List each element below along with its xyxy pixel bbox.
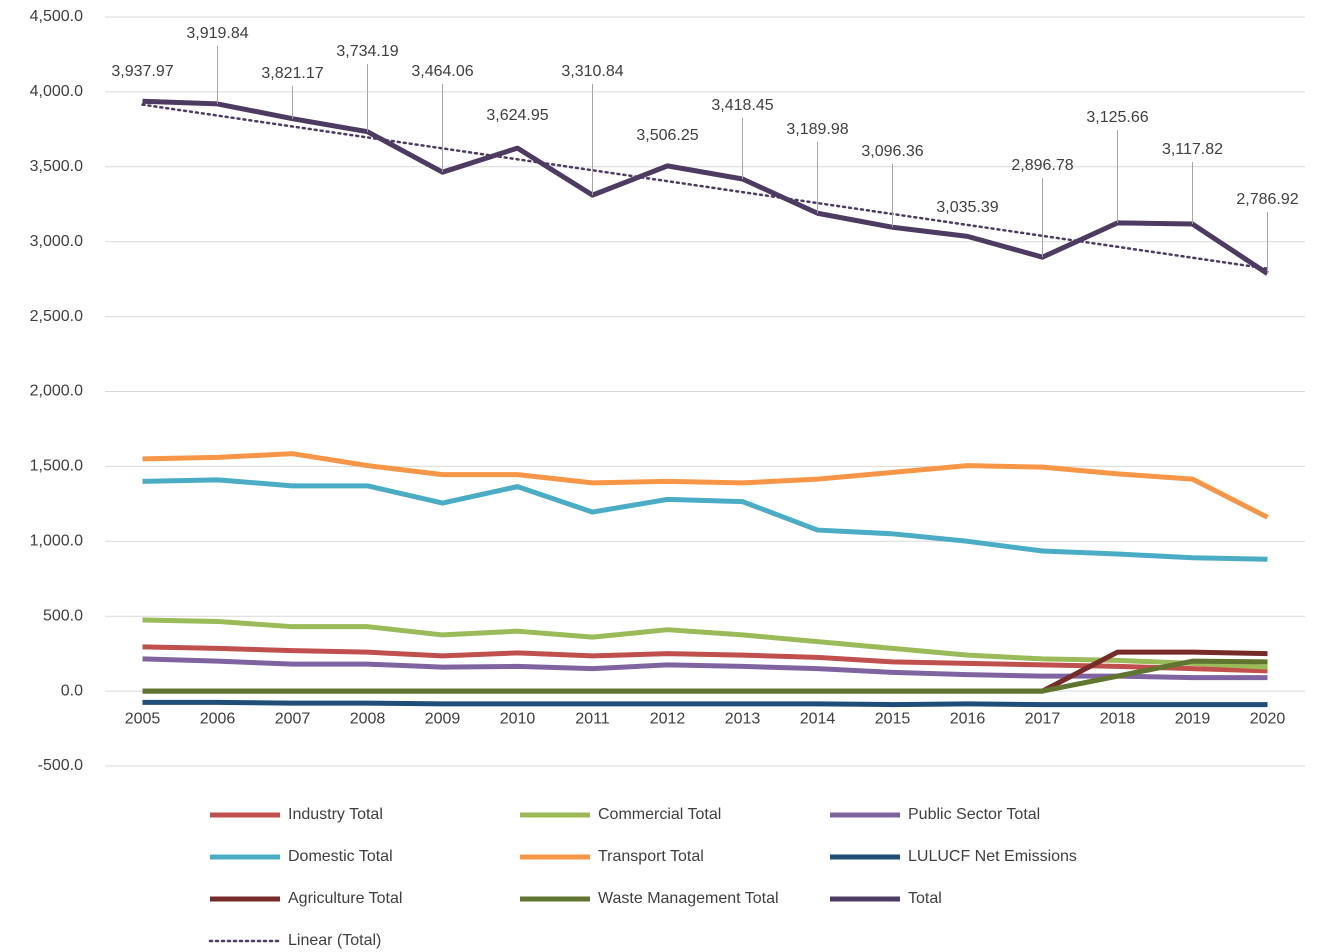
legend-label: Agriculture Total	[288, 890, 402, 907]
line-series	[142, 617, 1268, 670]
data-label: 3,821.17	[261, 65, 323, 82]
legend-label: Public Sector Total	[908, 806, 1040, 823]
x-tick-label: 2005	[125, 710, 161, 727]
data-label: 3,125.66	[1086, 109, 1148, 126]
line-series	[142, 656, 1268, 681]
data-label: 3,919.84	[186, 25, 248, 42]
x-tick-label: 2007	[275, 710, 311, 727]
y-tick-label: 1,500.0	[30, 458, 83, 475]
data-label: 3,937.97	[111, 63, 173, 80]
line-series	[142, 658, 1268, 694]
line-series	[142, 699, 1268, 708]
x-tick-label: 2012	[650, 710, 686, 727]
legend-label: Linear (Total)	[288, 932, 381, 949]
legend-label: LULUCF Net Emissions	[908, 848, 1077, 865]
y-tick-label: 0.0	[61, 682, 83, 699]
y-tick-label: 500.0	[43, 607, 83, 624]
x-tick-label: 2017	[1025, 710, 1061, 727]
x-tick-label: 2006	[200, 710, 236, 727]
legend-label: Transport Total	[598, 848, 704, 865]
y-tick-label: 1,000.0	[30, 533, 83, 550]
x-tick-label: 2019	[1175, 710, 1211, 727]
data-label: 3,506.25	[636, 127, 698, 144]
y-tick-label: 4,000.0	[30, 83, 83, 100]
line-series	[142, 98, 1269, 276]
data-label: 3,035.39	[936, 199, 998, 216]
y-tick-label: -500.0	[38, 757, 83, 774]
y-tick-label: 4,500.0	[30, 8, 83, 25]
data-label: 3,418.45	[711, 97, 773, 114]
legend-label: Industry Total	[288, 806, 383, 823]
trend-line	[141, 103, 1269, 270]
x-tick-label: 2018	[1100, 710, 1136, 727]
data-label: 3,096.36	[861, 143, 923, 160]
x-tick-label: 2010	[500, 710, 536, 727]
data-label: 3,310.84	[561, 63, 623, 80]
x-tick-label: 2015	[875, 710, 911, 727]
data-label: 3,734.19	[336, 43, 398, 60]
legend-label: Commercial Total	[598, 806, 721, 823]
x-tick-label: 2009	[425, 710, 461, 727]
y-tick-label: 3,000.0	[30, 233, 83, 250]
data-label: 3,624.95	[486, 107, 548, 124]
line-series	[142, 644, 1268, 674]
y-tick-label: 2,500.0	[30, 308, 83, 325]
legend-label: Total	[908, 890, 942, 907]
line-series	[142, 477, 1268, 562]
x-tick-label: 2013	[725, 710, 761, 727]
data-label: 2,786.92	[1236, 191, 1298, 208]
x-tick-label: 2014	[800, 710, 836, 727]
data-label: 3,117.82	[1162, 141, 1223, 158]
legend-label: Waste Management Total	[598, 890, 779, 907]
x-tick-label: 2016	[950, 710, 986, 727]
x-tick-label: 2008	[350, 710, 386, 727]
y-tick-label: 2,000.0	[30, 383, 83, 400]
x-tick-label: 2011	[575, 710, 610, 727]
line-series	[142, 451, 1269, 520]
data-label: 3,189.98	[786, 121, 848, 138]
y-tick-label: 3,500.0	[30, 158, 83, 175]
data-label: 2,896.78	[1011, 157, 1073, 174]
x-tick-label: 2020	[1250, 710, 1286, 727]
legend-label: Domestic Total	[288, 848, 393, 865]
data-label: 3,464.06	[411, 63, 473, 80]
